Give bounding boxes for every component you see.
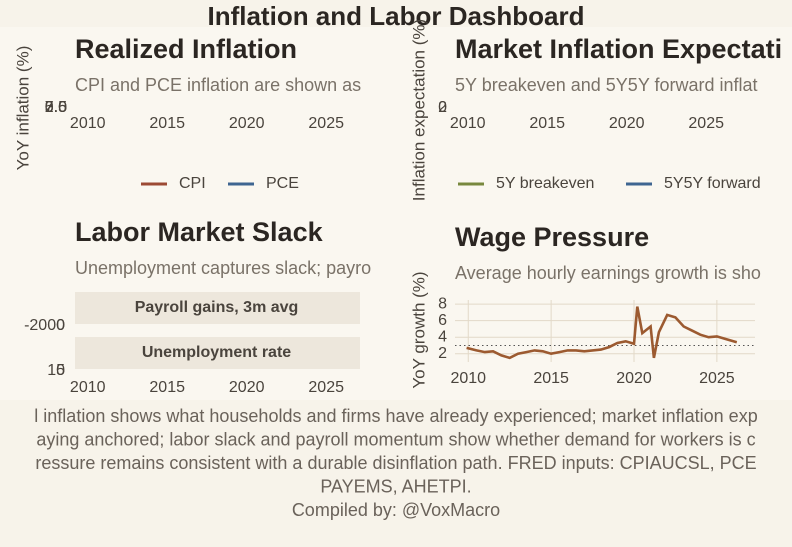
dashboard-title: Inflation and Labor Dashboard — [207, 1, 584, 31]
y-tick-label: 6 — [438, 312, 447, 329]
y-tick-label: -2000 — [24, 317, 65, 334]
panel-subtitle: CPI and PCE inflation are shown as — [75, 75, 361, 95]
y-axis-label: YoY growth (%) — [409, 271, 428, 388]
panel: Labor Market Slack Unemployment captures … — [24, 217, 371, 396]
y-tick-label: 5.0 — [45, 99, 67, 116]
panel-title: Realized Inflation — [75, 34, 297, 64]
y-tick-label: 4 — [438, 328, 447, 345]
panel-title: Labor Market Slack — [75, 217, 324, 247]
y-tick-label: 2 — [438, 99, 447, 116]
x-tick-label: 2020 — [229, 115, 265, 132]
y-tick-label: 2.5 — [45, 99, 67, 116]
y-tick-label: 0.0 — [45, 99, 67, 116]
x-tick-label: 2010 — [70, 115, 106, 132]
y-tick-label: 0 — [438, 99, 447, 116]
panel-subtitle: Unemployment captures slack; payro — [75, 258, 371, 278]
y-tick-label: 10 — [47, 362, 65, 379]
x-tick-label: 2025 — [699, 370, 735, 387]
facet-strip — [75, 292, 360, 324]
x-tick-label: 2015 — [149, 379, 185, 396]
x-tick-label: 2025 — [308, 115, 344, 132]
facet-strip — [75, 337, 360, 369]
panel-subtitle: 5Y breakeven and 5Y5Y forward inflat — [455, 75, 758, 95]
panel: Wage Pressure Average hourly earnings gro… — [409, 222, 760, 388]
x-tick-label: 2020 — [609, 115, 645, 132]
panel-subtitle: Average hourly earnings growth is sho — [455, 263, 761, 283]
legend-label: 5Y5Y forward — [664, 175, 761, 192]
panel-bg — [398, 27, 792, 400]
caption-line: aying anchored; labor slack and payroll … — [36, 429, 755, 449]
caption-line: Compiled by: @VoxMacro — [292, 500, 500, 520]
y-tick-label: 5 — [56, 362, 65, 379]
panel-title: Wage Pressure — [455, 222, 649, 252]
panel-title: Market Inflation Expectati — [455, 34, 782, 64]
x-tick-label: 2010 — [450, 115, 486, 132]
y-tick-label: 7.5 — [45, 99, 67, 116]
x-tick-label: 2025 — [688, 115, 724, 132]
y-tick-label: 2 — [438, 345, 447, 362]
caption-line: ressure remains consistent with a durabl… — [35, 453, 756, 473]
x-tick-label: 2020 — [616, 370, 652, 387]
x-tick-label: 2020 — [229, 379, 265, 396]
legend-label: 5Y breakeven — [496, 175, 594, 192]
x-tick-label: 2010 — [450, 370, 486, 387]
y-axis-label: Inflation expectation (%) — [409, 19, 428, 201]
legend-label: CPI — [179, 175, 206, 192]
series-line — [466, 306, 738, 360]
y-tick-label: 8 — [438, 295, 447, 312]
x-tick-label: 2015 — [149, 115, 185, 132]
legend-label: PCE — [266, 175, 299, 192]
y-tick-label: 0 — [56, 317, 65, 334]
panel: Realized Inflation CPI and PCE inflation … — [13, 34, 361, 192]
caption-line: l inflation shows what households and fi… — [34, 406, 757, 426]
facet-label: Payroll gains, 3m avg — [135, 299, 299, 316]
caption-line: PAYEMS, AHETPI. — [320, 476, 471, 496]
x-tick-label: 2015 — [529, 115, 565, 132]
panel: Market Inflation Expectati 5Y breakeven a… — [409, 19, 782, 201]
x-tick-label: 2025 — [308, 379, 344, 396]
x-tick-label: 2015 — [533, 370, 569, 387]
x-tick-label: 2010 — [70, 379, 106, 396]
facet-label: Unemployment rate — [142, 344, 291, 361]
y-axis-label: YoY inflation (%) — [13, 46, 32, 171]
